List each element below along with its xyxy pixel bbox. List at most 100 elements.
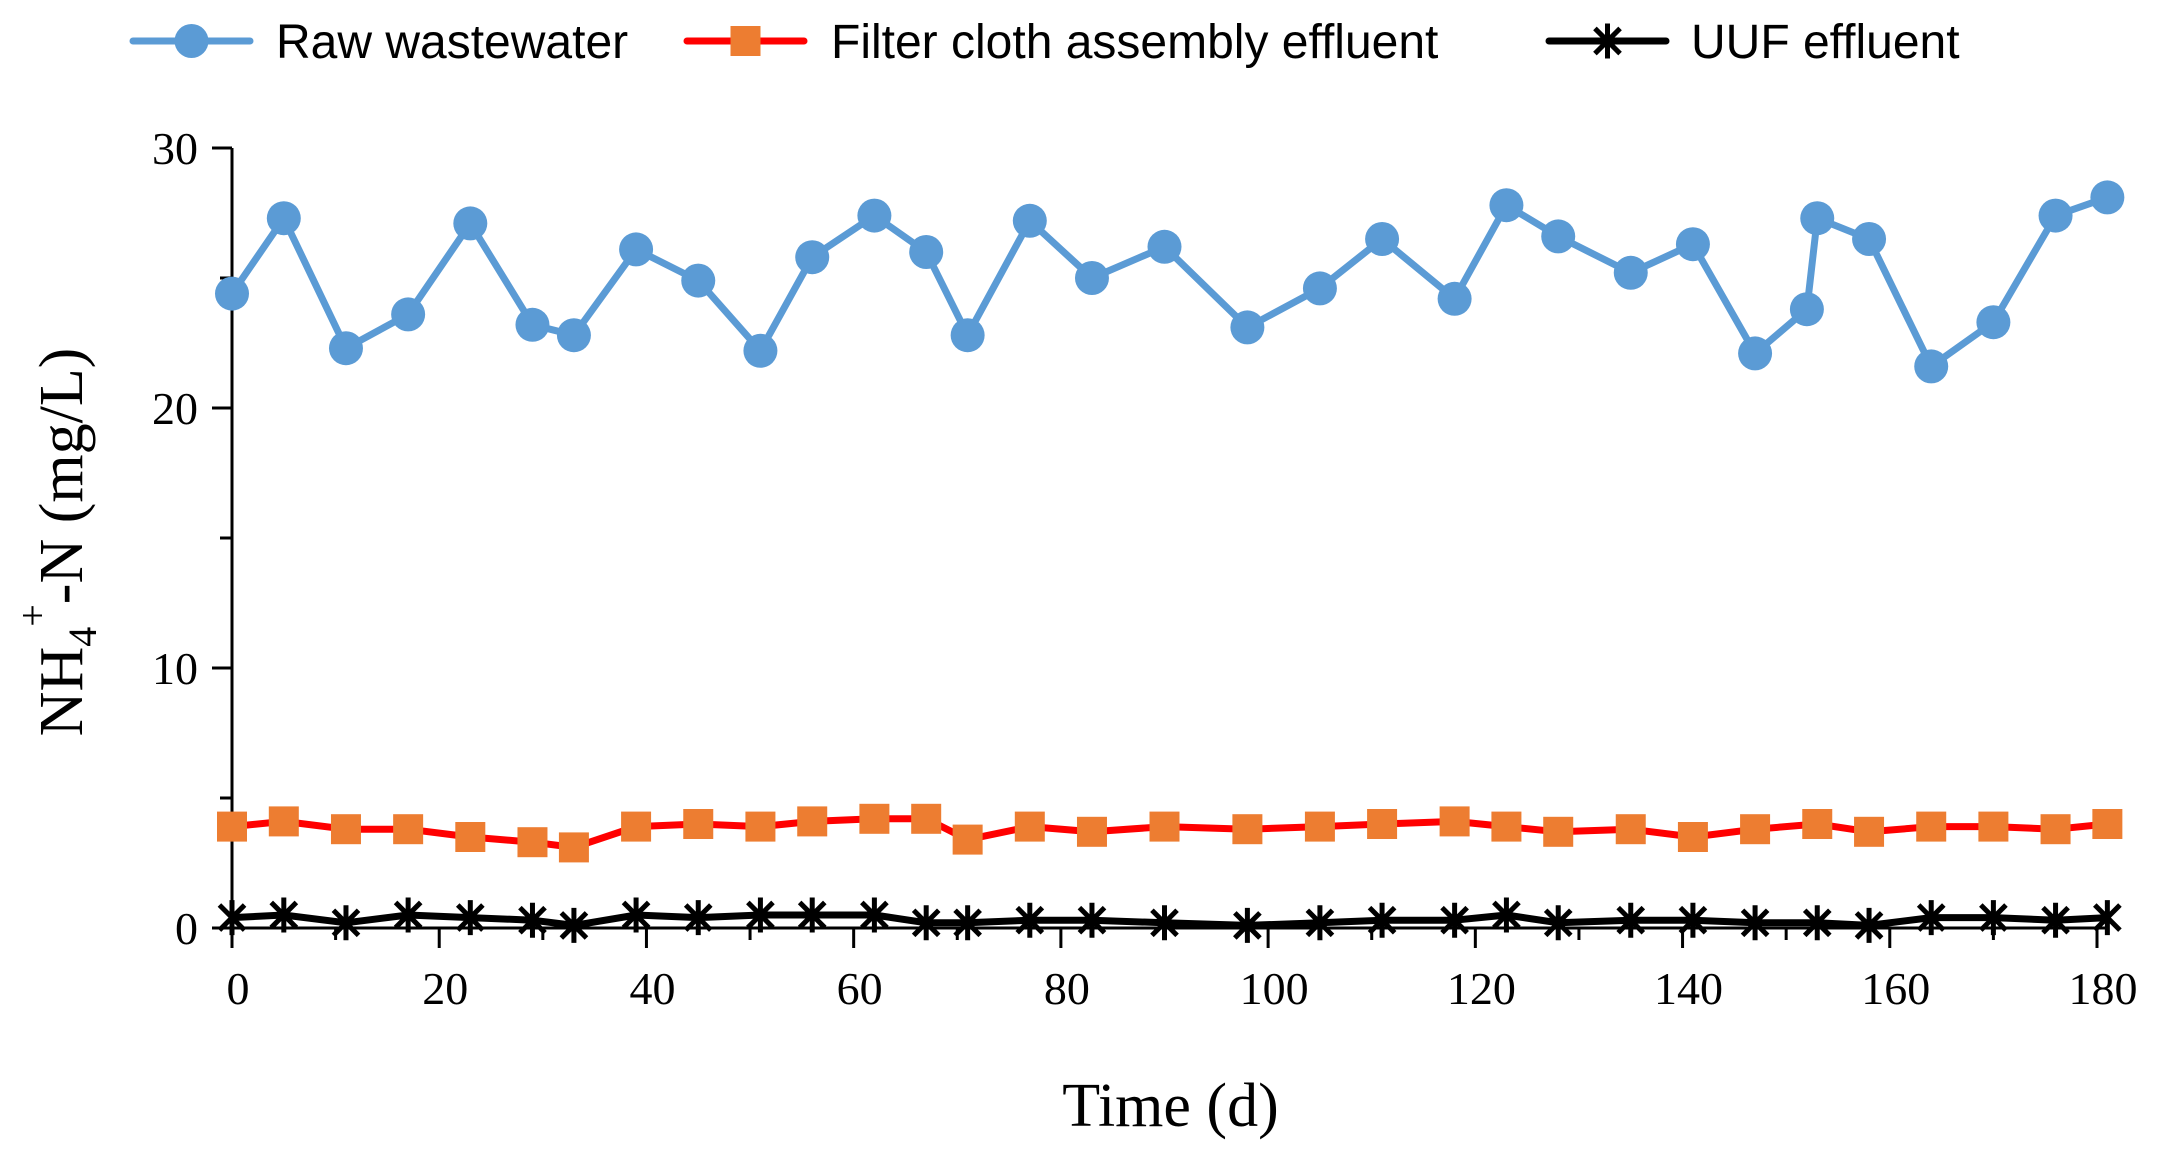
legend-label: Filter cloth assembly effluent: [831, 16, 1438, 69]
data-point: [2093, 900, 2122, 936]
data-point: [1076, 816, 1107, 847]
data-point: [795, 240, 830, 275]
data-point: [953, 905, 982, 941]
data-point: [1802, 809, 1833, 839]
data-point: [217, 811, 247, 842]
data-point: [1230, 310, 1265, 345]
data-point: [2090, 180, 2125, 215]
data-point: [950, 318, 985, 353]
data-point: [393, 814, 424, 845]
data-point: [1543, 905, 1573, 941]
data-point: [1439, 806, 1470, 837]
data-point: [621, 897, 651, 933]
data-point: [1916, 900, 1946, 936]
series-layer: [215, 180, 2125, 943]
data-point: [1492, 897, 1521, 933]
data-point: [683, 900, 713, 936]
data-point: [797, 897, 827, 933]
data-point: [515, 307, 550, 342]
legend-swatch-marker: [1593, 23, 1622, 59]
data-point: [1489, 188, 1524, 223]
data-point: [1677, 822, 1708, 852]
data-point: [911, 905, 941, 941]
x-tick-label: 80: [1044, 963, 1090, 1014]
data-point: [328, 331, 363, 366]
data-point: [268, 806, 299, 837]
data-point: [1615, 814, 1646, 845]
data-point: [1305, 905, 1335, 941]
data-point: [517, 827, 548, 858]
data-point: [2038, 198, 2073, 233]
data-point: [1302, 271, 1337, 306]
legend-item-1: Raw wastewater: [129, 16, 628, 69]
data-point: [391, 297, 426, 332]
data-point: [1802, 905, 1832, 941]
data-point: [1233, 907, 1262, 943]
data-point: [1541, 219, 1576, 254]
data-point: [2040, 814, 2071, 845]
data-point: [558, 832, 589, 863]
x-tick-label: 180: [2069, 963, 2138, 1014]
data-point: [1789, 292, 1824, 327]
data-point: [1979, 900, 2008, 936]
data-point: [1150, 905, 1179, 941]
y-tick-label: 30: [152, 123, 198, 174]
data-point: [911, 803, 942, 834]
legend-swatch-marker: [174, 24, 209, 58]
data-point: [1543, 816, 1574, 847]
series-1: [215, 180, 2125, 384]
legend-label: UUF effluent: [1691, 16, 1960, 69]
data-point: [797, 806, 828, 837]
data-point: [330, 814, 361, 845]
x-tick-label: 40: [629, 963, 675, 1014]
data-point: [1365, 222, 1400, 256]
data-point: [743, 333, 778, 368]
data-point: [1916, 811, 1947, 842]
x-axis-title: Time (d): [1062, 1072, 1278, 1140]
data-point: [1800, 201, 1835, 236]
data-point: [1738, 336, 1773, 371]
data-point: [1304, 811, 1335, 842]
data-point: [1147, 229, 1182, 264]
data-point: [455, 900, 485, 936]
data-point: [1367, 902, 1397, 938]
data-point: [1854, 816, 1885, 847]
x-tick-label: 160: [1861, 963, 1930, 1014]
x-tick-label: 100: [1240, 963, 1309, 1014]
data-point: [1367, 809, 1398, 839]
data-point: [331, 905, 361, 941]
x-tick-label: 20: [422, 963, 468, 1014]
x-tick-label: 120: [1447, 963, 1516, 1014]
data-point: [556, 318, 591, 353]
y-axis-title-rest: -N (mg/L): [28, 348, 96, 605]
data-point: [860, 897, 889, 933]
data-point: [1854, 907, 1884, 943]
data-point: [746, 897, 775, 933]
data-point: [559, 907, 589, 943]
data-point: [1077, 902, 1107, 938]
data-point: [518, 902, 547, 938]
data-point: [393, 897, 423, 933]
data-point: [453, 206, 488, 241]
legend-item-3: UUF effluent: [1545, 16, 1960, 69]
data-point: [217, 900, 247, 936]
data-point: [859, 803, 890, 834]
data-point: [266, 201, 301, 236]
y-axis-title-subscript: 4: [60, 627, 105, 647]
data-point: [621, 811, 652, 842]
data-point: [1914, 349, 1949, 384]
legend: Raw wastewater Filter cloth assembly effl…: [129, 16, 1960, 69]
y-tick-label: 0: [175, 903, 198, 954]
data-point: [1440, 902, 1469, 938]
legend-label: Raw wastewater: [276, 16, 628, 69]
data-point: [1015, 902, 1045, 938]
data-point: [1616, 902, 1646, 938]
data-point: [2041, 902, 2070, 938]
series-2: [217, 803, 2123, 863]
data-point: [455, 822, 486, 852]
data-point: [2092, 809, 2123, 839]
data-point: [1740, 814, 1771, 845]
data-point: [1074, 261, 1109, 295]
data-point: [269, 897, 299, 933]
